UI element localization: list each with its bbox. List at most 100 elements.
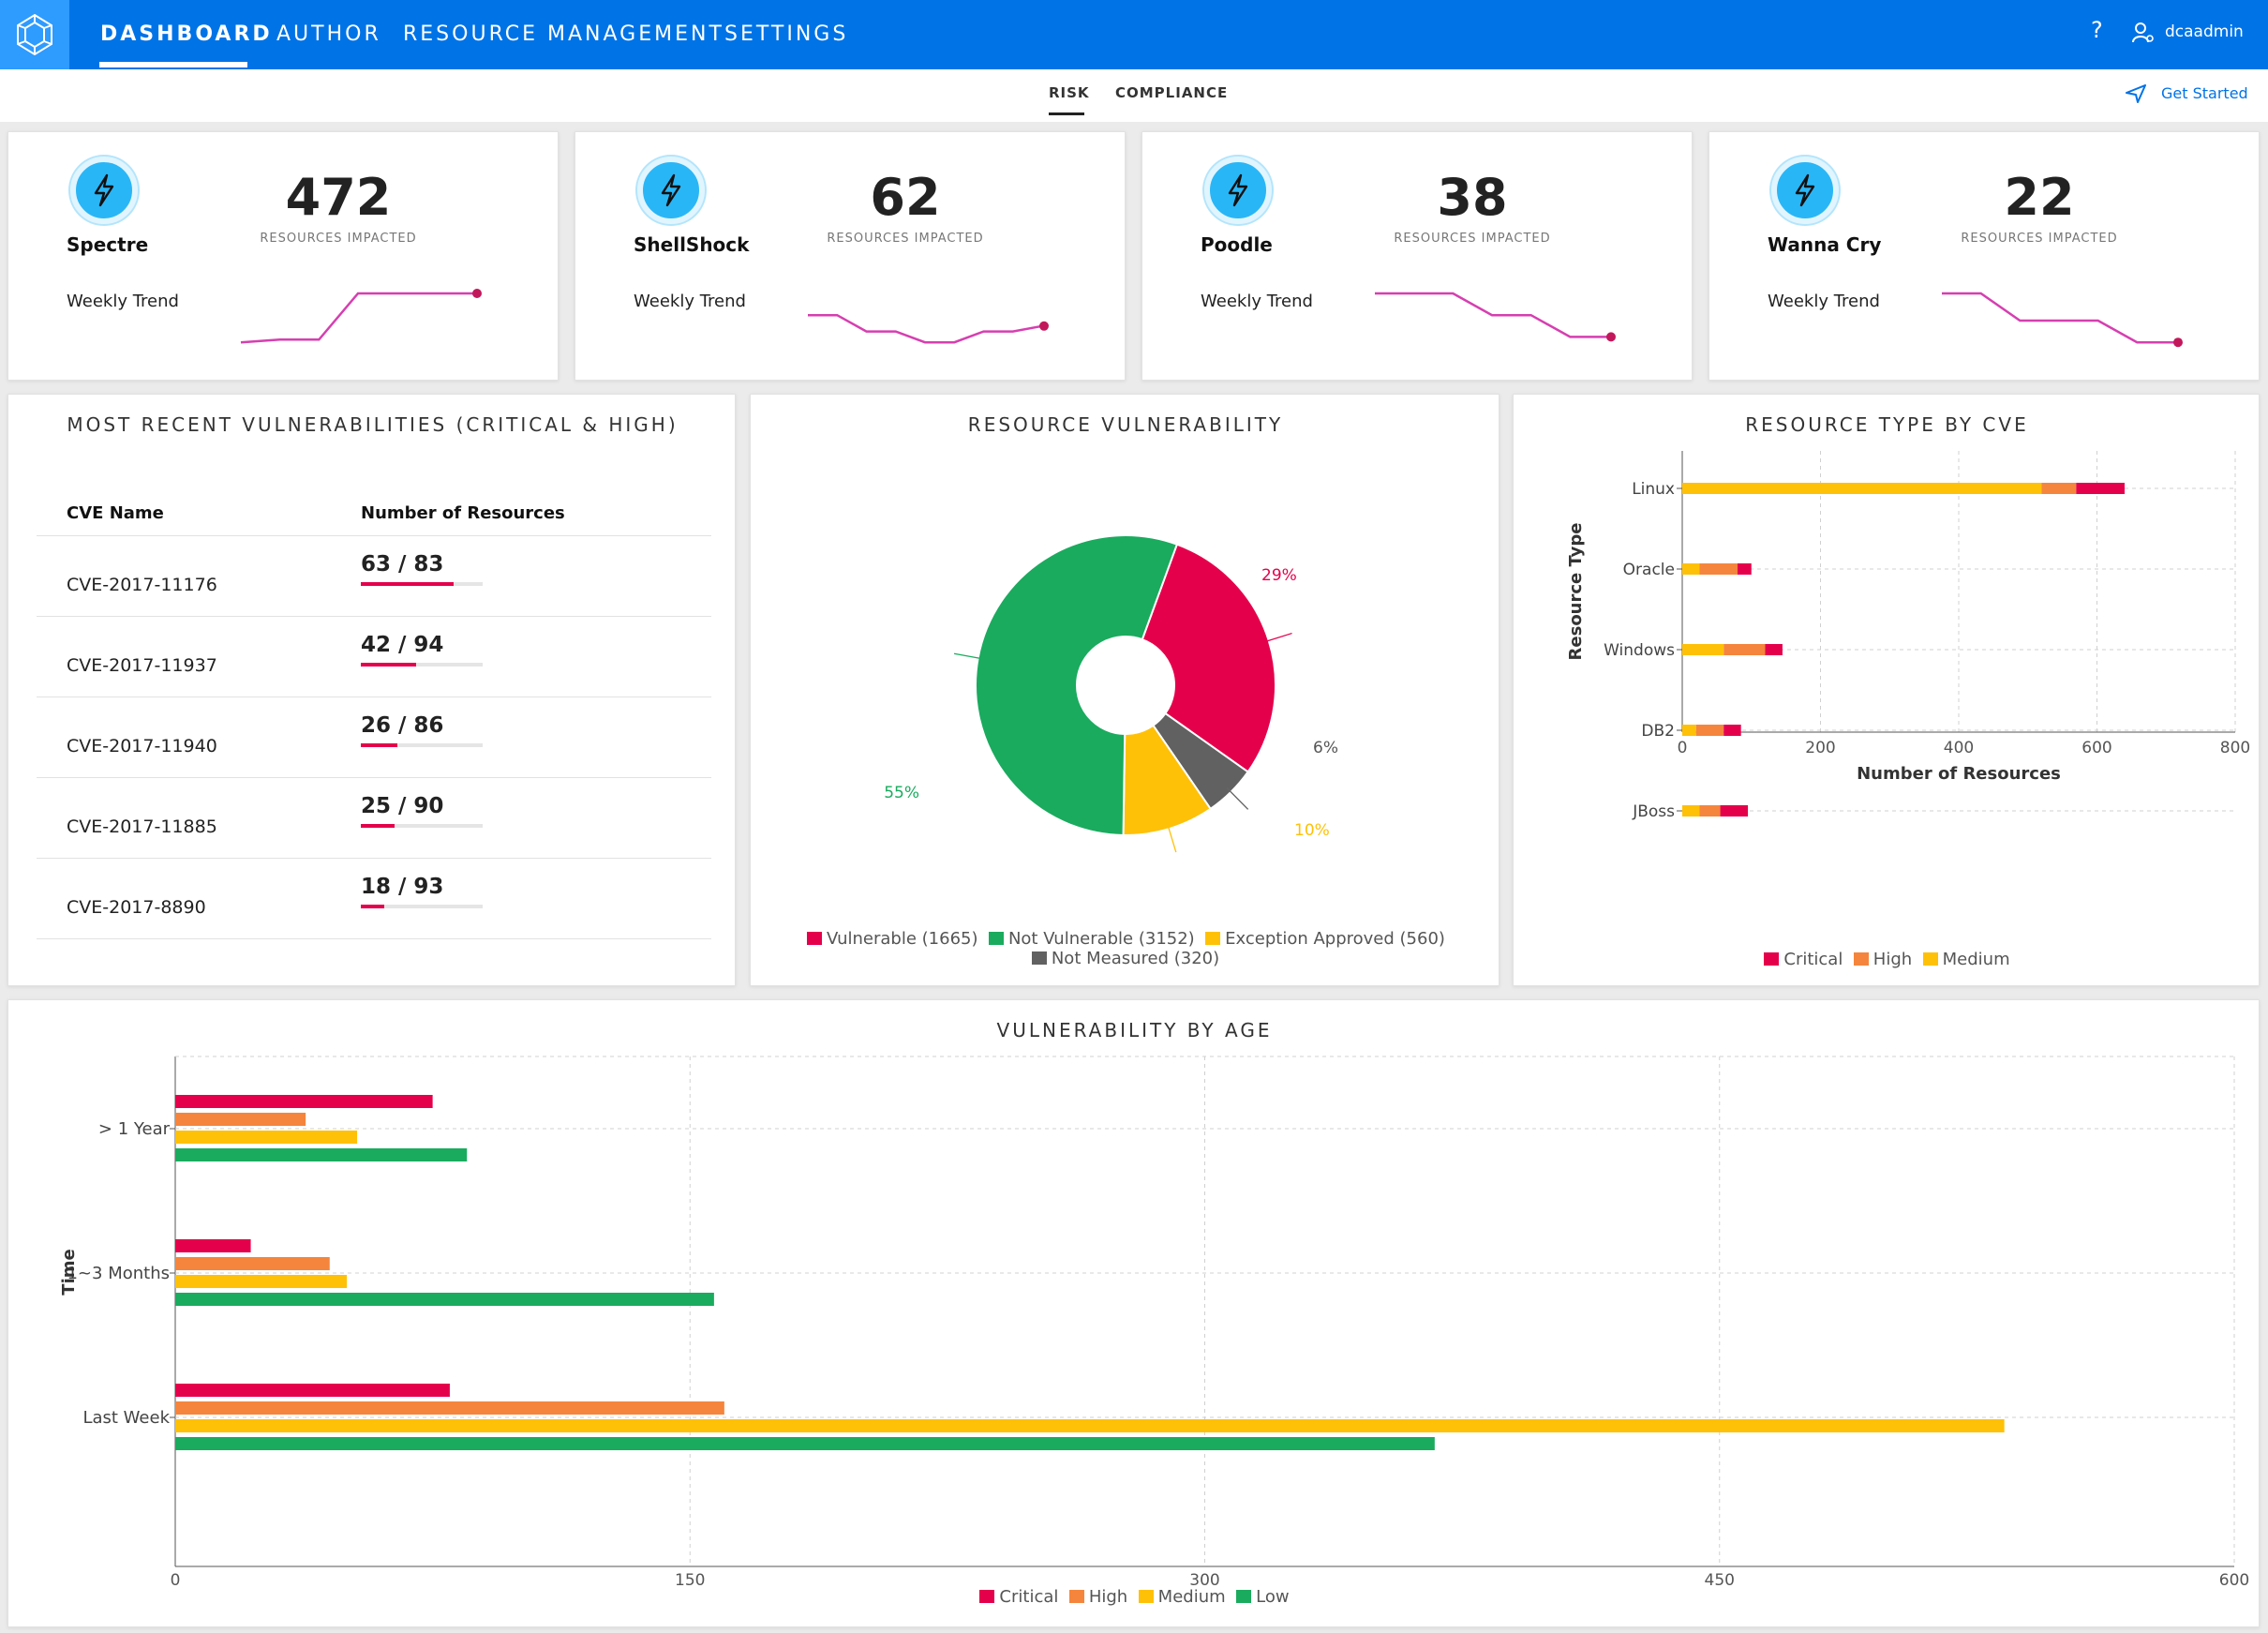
legend-item-high[interactable]: High [1853,950,1912,969]
panel-title: RESOURCE TYPE BY CVE [1745,413,2029,436]
nav-author[interactable]: AUTHOR [276,22,381,46]
help-icon[interactable]: ? [2091,17,2103,43]
hexagon-logo-icon [17,13,52,56]
weekly-trend-sparkline [1375,292,1616,342]
resources-impacted-count: 472 [285,168,392,227]
user-name[interactable]: dcaadmin [2165,22,2244,41]
stacked-bar-segment [2076,483,2125,494]
legend-item-low[interactable]: Low [1236,1587,1290,1607]
resource-progress-bar [361,582,483,586]
legend-item-not-measured[interactable]: Not Measured (320) [1031,949,1219,968]
x-tick-label: 800 [2220,739,2250,757]
cve-name: CVE-2017-11885 [67,816,217,837]
legend-item-medium[interactable]: Medium [1138,1587,1226,1607]
panel-title: RESOURCE VULNERABILITY [967,413,1284,436]
y-tick-label: DB2 [1641,722,1675,741]
resources-impacted-count: 38 [1437,168,1508,227]
x-axis-title: Number of Resources [1857,764,2061,784]
x-tick-label: 150 [675,1571,705,1590]
resource-progress-bar [361,824,483,828]
trend-line [808,313,1043,344]
resource-count: 25 / 90 [361,794,444,818]
send-icon[interactable] [2126,84,2146,107]
vulnerability-card-wanna-cry[interactable]: Wanna Cry 22 RESOURCES IMPACTED Weekly Tren… [1708,131,2260,381]
resources-impacted-label: RESOURCES IMPACTED [260,232,417,246]
vulnerability-name: Spectre [67,233,149,256]
pie-label-leader [1166,823,1177,853]
stacked-bar-segment [1695,725,1724,736]
table-row-divider [37,858,711,859]
stacked-bar-segment [1682,563,1700,575]
resource-count: 63 / 83 [361,552,444,577]
legend-item-critical[interactable]: Critical [979,1587,1058,1607]
vulnerability-card-poodle[interactable]: Poodle 38 RESOURCES IMPACTED Weekly Trend [1141,131,1693,381]
stacked-bar-segment [1765,644,1783,655]
legend-item-critical[interactable]: Critical [1764,950,1843,969]
column-header-resources: Number of Resources [361,503,565,523]
stacked-bar-segment [1723,644,1766,655]
y-tick-label: 1~3 Months [67,1264,170,1283]
type-chart-legend: Critical High Medium [1514,950,2261,969]
vulnerability-by-age-panel: VULNERABILITY BY AGE 0 150 300 450 600 > 1 Ye… [7,999,2260,1627]
trend-line [1942,292,2176,344]
age-bar [175,1113,306,1126]
get-started-link[interactable]: Get Started [2161,84,2248,102]
x-tick-label: 600 [2081,739,2111,757]
weekly-trend-sparkline [240,289,482,344]
pie-legend: Vulnerable (1665) Not Vulnerable (3152) … [807,929,1445,968]
pie-percent-label: 55% [884,784,919,802]
trend-end-point [1606,332,1616,342]
nav-settings[interactable]: SETTINGS [724,22,849,46]
trend-end-point [1039,321,1049,331]
table-row-divider [37,777,711,778]
resource-progress-bar [361,905,483,908]
cve-name: CVE-2017-11937 [67,655,217,676]
nav-active-indicator [99,62,247,67]
tab-active-indicator [1049,112,1084,115]
resource-progress-fill [361,663,416,667]
age-bar [175,1095,433,1108]
resource-progress-bar [361,743,483,747]
trend-line [1375,292,1609,338]
pie-slice [1141,543,1276,773]
stacked-bar-segment [2041,483,2077,494]
panel-title: VULNERABILITY BY AGE [996,1019,1273,1041]
weekly-trend-sparkline [1942,292,2183,348]
resource-vulnerability-pie-chart: 29% 6% 10% 55% [884,534,1338,853]
weekly-trend-label: Weekly Trend [1201,292,1313,311]
stacked-bar-segment [1682,644,1724,655]
stacked-bar-segment [1699,805,1721,816]
age-bar [175,1239,251,1252]
user-icon[interactable] [2131,21,2156,49]
resource-type-bar-chart: 0 200 400 600 800 Linux Oracle Windows DB2 JBoss N… [1566,451,2250,821]
pie-slice [975,534,1179,836]
app-logo[interactable] [0,0,69,69]
age-bar [175,1275,348,1288]
vulnerability-card-shellshock[interactable]: ShellShock 62 RESOURCES IMPACTED Weekly Tre… [574,131,1126,381]
stacked-bar-segment [1699,563,1738,575]
resource-progress-fill [361,582,454,586]
legend-item-high[interactable]: High [1068,1587,1127,1607]
tab-compliance[interactable]: COMPLIANCE [1115,84,1229,101]
resources-impacted-count: 62 [870,168,941,227]
nav-resource-management[interactable]: RESOURCE MANAGEMENT [403,22,724,46]
legend-item-not-vulnerable[interactable]: Not Vulnerable (3152) [988,929,1195,949]
nav-dashboard[interactable]: DASHBOARD [100,22,273,46]
x-tick-label: 600 [2219,1571,2249,1590]
y-tick-label: Oracle [1623,561,1675,579]
lightning-bolt-icon [1771,157,1839,224]
recent-vulnerabilities-panel: MOST RECENT VULNERABILITIES (CRITICAL & … [7,394,736,986]
trend-end-point [2173,337,2183,348]
resource-progress-fill [361,905,384,908]
legend-item-exception-approved[interactable]: Exception Approved (560) [1205,929,1445,949]
table-row-divider [37,938,711,939]
column-header-cve: CVE Name [67,503,164,523]
legend-item-medium[interactable]: Medium [1922,950,2010,969]
resources-impacted-label: RESOURCES IMPACTED [1394,232,1551,246]
trend-end-point [472,289,482,298]
vulnerability-card-spectre[interactable]: Spectre 472 RESOURCES IMPACTED Weekly Trend [7,131,559,381]
tab-risk[interactable]: RISK [1049,84,1090,101]
resource-count: 18 / 93 [361,875,444,899]
cve-name: CVE-2017-11940 [67,736,217,757]
legend-item-vulnerable[interactable]: Vulnerable (1665) [807,929,978,949]
